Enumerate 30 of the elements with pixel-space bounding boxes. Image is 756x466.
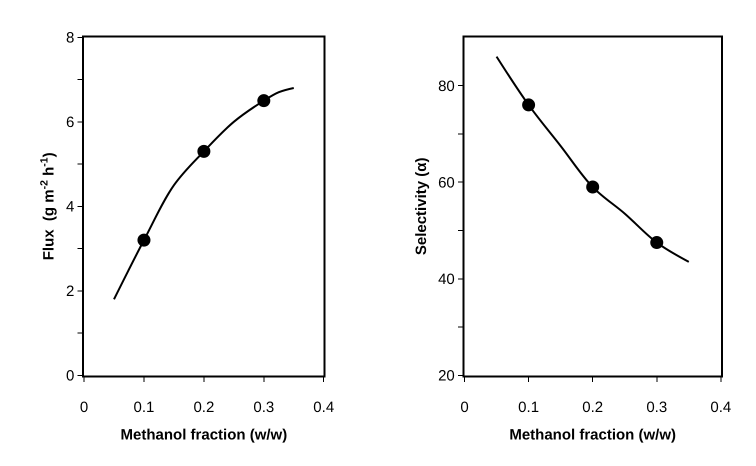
line-series <box>496 56 690 263</box>
x-tick-label: 0.1 <box>134 399 154 416</box>
y-tick-label: 2 <box>66 283 74 300</box>
point <box>257 94 270 108</box>
x-tick-label: 0.3 <box>646 399 668 416</box>
x-tick-label: 0.4 <box>313 399 334 416</box>
x-axis-title: Methanol fraction (w/w) <box>509 426 676 444</box>
x-tick-label: 0.4 <box>710 399 732 416</box>
y-tick-label: 80 <box>438 78 455 95</box>
x-axis-title: Methanol fraction (w/w) <box>120 426 288 444</box>
y-tick-label: 6 <box>66 114 74 132</box>
y-tick-label: 20 <box>438 368 455 385</box>
y-tick-label: 0 <box>66 368 74 385</box>
y-axis-title: Selectivity (α) <box>412 158 430 256</box>
x-tick-label: 0.3 <box>253 399 274 416</box>
x-tick-label: 0 <box>80 399 88 416</box>
x-tick-label: 0.2 <box>582 399 604 416</box>
point <box>650 236 664 250</box>
point <box>522 98 536 112</box>
y-tick-label: 4 <box>66 198 74 216</box>
x-tick-label: 0 <box>460 399 469 416</box>
y-tick-label: 60 <box>438 174 455 192</box>
point <box>137 234 150 247</box>
y-tick-label: 8 <box>66 30 74 47</box>
point <box>586 180 600 194</box>
point <box>197 144 210 158</box>
x-tick-label: 0.2 <box>193 399 214 416</box>
line-series <box>112 87 295 300</box>
x-tick-label: 0.1 <box>518 399 540 416</box>
y-tick-label: 40 <box>438 271 455 288</box>
